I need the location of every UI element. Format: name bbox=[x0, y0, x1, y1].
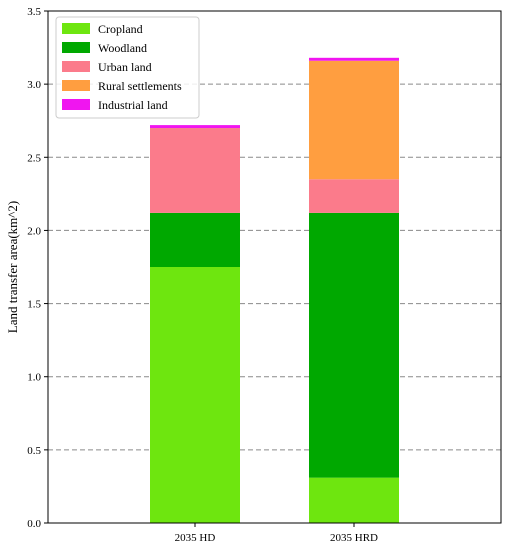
bar-segment bbox=[309, 60, 399, 180]
x-tick-label: 2035 HRD bbox=[330, 532, 378, 544]
y-tick-label: 0.0 bbox=[27, 518, 41, 530]
y-tick-label: 1.0 bbox=[27, 372, 41, 384]
y-tick-label: 0.5 bbox=[27, 445, 41, 457]
legend-label: Woodland bbox=[98, 41, 147, 55]
legend-label: Urban land bbox=[98, 60, 152, 74]
bar-segment bbox=[150, 267, 240, 523]
y-tick-label: 2.0 bbox=[27, 225, 41, 237]
bar-segment bbox=[150, 125, 240, 129]
y-tick-label: 1.5 bbox=[27, 299, 41, 311]
legend-swatch bbox=[62, 99, 90, 110]
legend-label: Rural settlements bbox=[98, 79, 182, 93]
y-axis-ticks: 0.0 0.5 1.0 1.5 2.0 2.5 3.0 3.5 bbox=[27, 6, 48, 530]
y-tick-label: 3.0 bbox=[27, 79, 41, 91]
legend-label: Cropland bbox=[98, 22, 143, 36]
y-axis-label: Land transfer area(km^2) bbox=[5, 201, 20, 333]
gridlines bbox=[48, 83, 501, 451]
legend-label: Industrial land bbox=[98, 98, 168, 112]
x-axis-ticks: 2035 HD 2035 HRD bbox=[175, 523, 378, 544]
bar-segment bbox=[309, 477, 399, 523]
bars bbox=[150, 57, 399, 523]
legend-swatch bbox=[62, 42, 90, 53]
legend-swatch bbox=[62, 80, 90, 91]
bar-segment bbox=[309, 57, 399, 61]
bar-segment bbox=[150, 128, 240, 213]
y-tick-label: 3.5 bbox=[27, 6, 41, 18]
legend-swatch bbox=[62, 23, 90, 34]
bar-segment bbox=[150, 212, 240, 267]
legend-swatch bbox=[62, 61, 90, 72]
legend: Cropland Woodland Urban land Rural settleme… bbox=[55, 16, 200, 119]
bar-segment bbox=[309, 212, 399, 478]
bar-segment bbox=[309, 179, 399, 213]
y-tick-label: 2.5 bbox=[27, 152, 41, 164]
plot-frame bbox=[47, 10, 502, 524]
x-tick-label: 2035 HD bbox=[175, 532, 216, 544]
legend-box bbox=[55, 16, 200, 119]
